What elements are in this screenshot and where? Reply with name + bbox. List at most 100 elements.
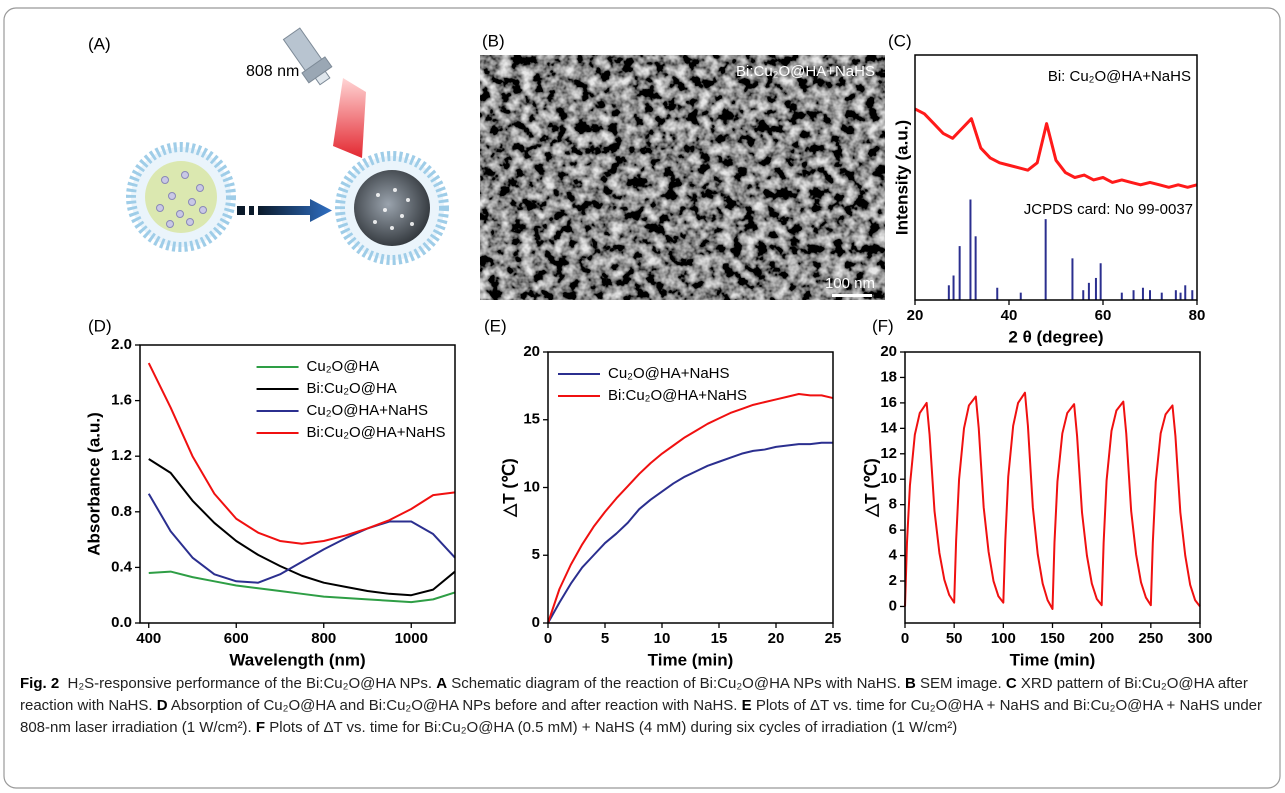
- y-tick-label: 4: [889, 547, 898, 564]
- plot-frame: [914, 54, 1198, 301]
- x-tick-label: 600: [224, 630, 249, 647]
- x-tick-label: 10: [654, 630, 671, 647]
- schematic: 808 nm: [126, 27, 449, 265]
- x-axis-label: Time (min): [1010, 650, 1096, 669]
- scale-bar: [832, 294, 872, 297]
- laser-beam: [333, 78, 366, 158]
- reference-label: JCPDS card: No 99-0037: [1024, 201, 1193, 218]
- x-tick-label: 0: [901, 630, 909, 647]
- y-tick-label: 2: [889, 572, 897, 589]
- chart: 0 50 100 150 200 250 300 0 2 4 6 8 10 12 14 16 18 20 Time …: [861, 343, 1212, 670]
- sem-image: Bi:Cu₂O@HA+NaHS 100 nm: [480, 55, 885, 300]
- y-axis-label: Absorbance (a.u.): [84, 412, 103, 556]
- x-tick-label: 60: [1095, 307, 1112, 324]
- legend-label: Cu₂O@HA: [307, 358, 380, 375]
- legend-label: Bi:Cu₂O@HA: [307, 380, 397, 397]
- y-tick-label: 5: [532, 546, 540, 563]
- laser-label: 808 nm: [246, 63, 299, 80]
- plot-frame: [904, 351, 1201, 624]
- core: [145, 161, 217, 233]
- panel-label: (D): [88, 316, 112, 335]
- laser: [282, 27, 333, 86]
- y-tick-label: 0.8: [111, 503, 132, 520]
- series-line: [547, 393, 834, 624]
- sem-texture: [480, 55, 885, 300]
- core: [354, 170, 430, 246]
- y-axis-label: △T (℃): [499, 458, 518, 518]
- dots: [156, 171, 207, 228]
- y-tick-label: 0.4: [111, 558, 133, 575]
- x-tick-label: 20: [768, 630, 785, 647]
- legend-label: Cu₂O@HA+NaHS: [608, 365, 730, 382]
- panel-label: (E): [484, 316, 507, 335]
- dots: [373, 188, 414, 230]
- x-tick-label: 400: [136, 630, 161, 647]
- chart: 20 40 60 80 2 θ (degree) Intensity (a.u.) JCPD…: [892, 54, 1206, 346]
- panel-label: (A): [88, 34, 111, 53]
- y-tick-label: 1.6: [111, 392, 132, 409]
- arrow: [258, 199, 332, 222]
- y-axis-label: △T (℃): [861, 458, 880, 518]
- x-tick-label: 15: [711, 630, 728, 647]
- caption-title: H₂S-responsive performance of the Bi:Cu₂…: [67, 675, 433, 692]
- caption-items: A Schematic diagram of the reaction of B…: [20, 675, 1262, 736]
- arrow-dash: [249, 206, 254, 215]
- caption-letter: C: [1005, 675, 1017, 692]
- chart: 0 5 10 15 20 25 0 5 10 15 20 Time (min) △T (℃) Cu₂O@H…: [499, 343, 841, 670]
- x-tick-label: 200: [1089, 630, 1114, 647]
- x-tick-label: 20: [907, 307, 924, 324]
- panel-label: (C): [888, 31, 912, 50]
- caption: Fig. 2 H₂S-responsive performance of the…: [20, 673, 1268, 739]
- caption-text: Plots of ΔT vs. time for Bi:Cu₂O@HA (0.5…: [269, 719, 958, 736]
- x-tick-label: 100: [991, 630, 1016, 647]
- x-tick-label: 50: [946, 630, 963, 647]
- series-line: [904, 391, 1201, 610]
- chart: 400 600 800 1000 0.0 0.4 0.8 1.2 1.6 2.0 Wavelengt…: [84, 336, 456, 669]
- y-tick-label: 1.2: [111, 447, 132, 464]
- series-line: [914, 107, 1198, 189]
- y-tick-label: 0.0: [111, 614, 132, 631]
- x-tick-label: 250: [1138, 630, 1163, 647]
- panel-label: (B): [482, 31, 505, 50]
- series-line: [148, 570, 456, 604]
- x-tick-label: 80: [1189, 307, 1206, 324]
- figure-frame: [3, 7, 1281, 789]
- y-tick-label: 6: [889, 521, 897, 538]
- x-tick-label: 25: [825, 630, 842, 647]
- y-tick-label: 8: [889, 496, 897, 513]
- y-tick-label: 15: [523, 411, 540, 428]
- caption-letter: B: [904, 675, 916, 692]
- y-tick-label: 14: [880, 419, 897, 436]
- caption-letter: F: [255, 719, 266, 736]
- series-line: [147, 362, 456, 545]
- caption-letter: A: [436, 675, 448, 692]
- caption-letter: D: [156, 697, 168, 714]
- x-axis-label: Time (min): [648, 650, 734, 669]
- caption-text: Absorption of Cu₂O@HA and Bi:Cu₂O@HA NPs…: [170, 697, 738, 714]
- y-tick-label: 12: [880, 445, 897, 462]
- series-line: [547, 441, 833, 624]
- caption-text: Schematic diagram of the reaction of Bi:…: [451, 675, 901, 692]
- legend-label: Bi:Cu₂O@HA+NaHS: [608, 387, 747, 404]
- sem-label: Bi:Cu₂O@HA+NaHS: [736, 63, 875, 80]
- plot-frame: [139, 344, 456, 624]
- y-tick-label: 10: [880, 470, 897, 487]
- x-axis-label: Wavelength (nm): [229, 650, 365, 669]
- legend-label: Cu₂O@HA+NaHS: [307, 402, 429, 419]
- scale-bar-label: 100 nm: [825, 275, 875, 292]
- series-line: [148, 458, 456, 597]
- y-tick-label: 16: [880, 394, 897, 411]
- arrow-dash: [237, 206, 245, 215]
- y-tick-label: 20: [880, 343, 897, 360]
- caption-text: SEM image.: [919, 675, 1002, 692]
- caption-text: XRD pattern of Bi:Cu₂O@HA after reaction…: [20, 675, 1248, 714]
- legend-label: Bi: Cu₂O@HA+NaHS: [1048, 68, 1191, 85]
- y-axis-label: Intensity (a.u.): [892, 120, 911, 235]
- caption-letter: E: [741, 697, 752, 714]
- legend-label: Bi:Cu₂O@HA+NaHS: [307, 424, 446, 441]
- y-tick-label: 10: [523, 478, 540, 495]
- y-tick-label: 18: [880, 368, 897, 385]
- y-tick-label: 0: [889, 597, 897, 614]
